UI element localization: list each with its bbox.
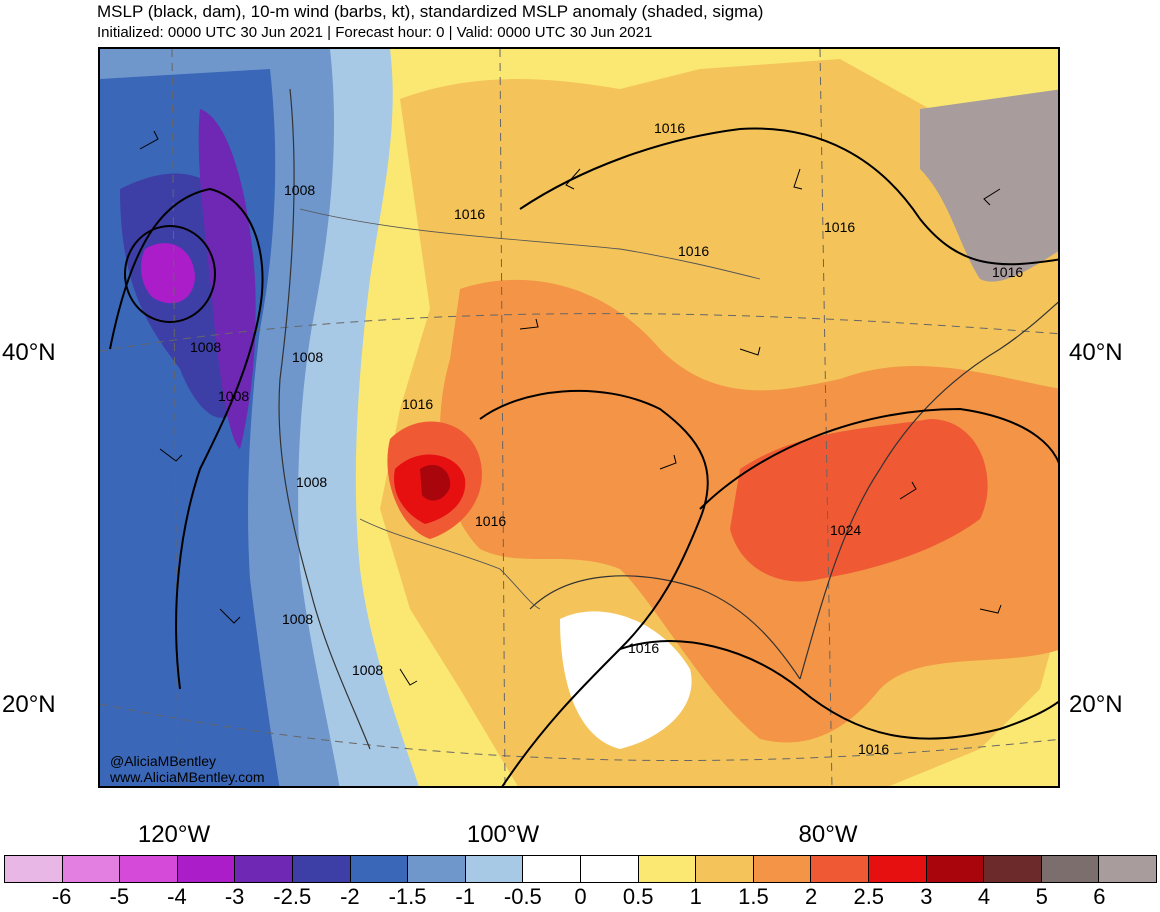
colorbar-tick-label: -6 bbox=[51, 884, 72, 909]
colorbar-tick-label: 2 bbox=[804, 884, 818, 909]
colorbar-tick-label: 3 bbox=[920, 884, 933, 909]
lon-label-100w: 100°W bbox=[466, 821, 540, 848]
wind-barbs bbox=[139, 130, 1002, 686]
map-panel: 1008 1008 1008 1008 1008 1008 1008 1016 … bbox=[98, 47, 1060, 788]
anomaly-shade-neg-3 bbox=[140, 243, 195, 304]
graticule-lon-100 bbox=[499, 49, 506, 786]
colorbar-tick-label: 6 bbox=[1093, 884, 1106, 909]
credit-handle: @AliciaMBentley bbox=[110, 753, 217, 769]
colorbar-tick-label: 1.5 bbox=[738, 884, 769, 909]
colorbar-tick-label: 1 bbox=[689, 884, 702, 909]
colorbar-swatch bbox=[638, 856, 697, 882]
colorbar-swatch bbox=[177, 856, 236, 882]
border-us-canada bbox=[299, 208, 761, 280]
isobar-label: 1016 bbox=[654, 120, 685, 136]
isobar-label: 1008 bbox=[282, 611, 313, 627]
colorbar-tick-label: -5 bbox=[109, 884, 130, 909]
isobar-1024 bbox=[699, 407, 1058, 510]
colorbar-swatch bbox=[696, 856, 754, 882]
border-us-mexico bbox=[359, 518, 541, 610]
graticule-lat-20 bbox=[100, 703, 1058, 762]
isobar-label: 1016 bbox=[628, 640, 659, 656]
chart-subtitle: Initialized: 0000 UTC 30 Jun 2021 | Fore… bbox=[97, 24, 653, 41]
isobar-1016-north bbox=[519, 127, 1058, 266]
colorbar bbox=[4, 855, 1157, 883]
isobar-label: 1024 bbox=[830, 522, 861, 538]
lat-label-20n-left: 20°N bbox=[2, 691, 56, 718]
chart-title: MSLP (black, dam), 10-m wind (barbs, kt)… bbox=[97, 2, 764, 21]
colorbar-tick-label: -1.5 bbox=[388, 884, 427, 909]
colorbar-swatch bbox=[1099, 856, 1156, 882]
isobar-label: 1008 bbox=[218, 388, 249, 404]
graticule-lon-80 bbox=[819, 49, 833, 786]
isobar-label: 1016 bbox=[454, 206, 485, 222]
isobar-low-center bbox=[124, 225, 216, 323]
anomaly-shade-4 bbox=[420, 465, 451, 501]
anomaly-shade-grey-east bbox=[920, 89, 1058, 282]
colorbar-tick-label: 2.5 bbox=[853, 884, 885, 909]
colorbar-swatch bbox=[580, 856, 639, 882]
isobar-label: 1008 bbox=[284, 182, 315, 198]
credit-url: www.AliciaMBentley.com bbox=[110, 769, 265, 785]
colorbar-swatch bbox=[984, 856, 1042, 882]
colorbar-tick-label: -3 bbox=[224, 884, 245, 909]
colorbar-swatch bbox=[120, 856, 178, 882]
colorbar-tick-label: 5 bbox=[1035, 884, 1048, 909]
isobar-label: 1008 bbox=[352, 662, 383, 678]
colorbar-tick-label: 0 bbox=[574, 884, 587, 909]
colorbar-swatch bbox=[5, 856, 63, 882]
lat-label-20n-right: 20°N bbox=[1069, 691, 1123, 718]
isobar-label: 1008 bbox=[296, 474, 327, 490]
colorbar-tick-label: -0.5 bbox=[503, 884, 542, 909]
isobar-label: 1008 bbox=[190, 339, 221, 355]
isobar-1008-west bbox=[109, 187, 264, 690]
colorbar-tick-label: -4 bbox=[167, 884, 187, 909]
lon-label-120w: 120°W bbox=[137, 821, 211, 848]
graticule-lat-40 bbox=[100, 313, 1058, 352]
isobar-label: 1016 bbox=[402, 396, 433, 412]
colorbar-swatch bbox=[868, 856, 927, 882]
anomaly-shade-neg-2p5 bbox=[198, 109, 256, 449]
colorbar-tick-label: 4 bbox=[977, 884, 991, 909]
colorbar-swatch bbox=[1041, 856, 1100, 882]
colorbar-swatch bbox=[523, 856, 581, 882]
lat-label-40n-left: 40°N bbox=[2, 339, 56, 366]
isobar-label: 1016 bbox=[992, 264, 1023, 280]
coastline-gulf bbox=[529, 575, 801, 680]
isobar-label: 1016 bbox=[678, 243, 709, 259]
colorbar-tick-label: -2.5 bbox=[273, 884, 312, 909]
colorbar-swatch bbox=[235, 856, 293, 882]
anomaly-shade-2p5 bbox=[730, 419, 988, 582]
anomaly-map: 1008 1008 1008 1008 1008 1008 1008 1016 … bbox=[100, 49, 1058, 786]
colorbar-swatch bbox=[62, 856, 121, 882]
isobar-label: 1016 bbox=[824, 219, 855, 235]
isobar-label: 1008 bbox=[292, 349, 323, 365]
colorbar-swatch bbox=[465, 856, 524, 882]
colorbar-swatch bbox=[292, 856, 351, 882]
colorbar-tick-label: -2 bbox=[340, 884, 360, 909]
colorbar-swatch bbox=[753, 856, 812, 882]
colorbar-swatch bbox=[350, 856, 409, 882]
colorbar-tick-label: 0.5 bbox=[622, 884, 654, 909]
isobar-label: 1016 bbox=[858, 741, 889, 757]
coastline-east bbox=[799, 301, 1058, 680]
lon-label-80w: 80°W bbox=[798, 821, 858, 848]
colorbar-swatch bbox=[408, 856, 466, 882]
colorbar-tick-label: -1 bbox=[455, 884, 475, 909]
isobar-1016-south bbox=[619, 640, 1058, 740]
colorbar-swatch bbox=[811, 856, 869, 882]
isobar-1016-central bbox=[479, 389, 709, 786]
isobar-label: 1016 bbox=[475, 513, 506, 529]
lat-label-40n-right: 40°N bbox=[1069, 339, 1123, 366]
anomaly-shade-white-gulf bbox=[560, 611, 692, 749]
colorbar-swatch bbox=[926, 856, 985, 882]
coastline-west bbox=[278, 88, 371, 750]
